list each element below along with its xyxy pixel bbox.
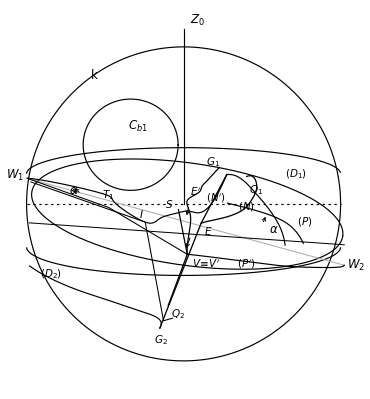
Text: $Z_0$: $Z_0$ (190, 13, 205, 28)
Text: $\alpha$: $\alpha$ (269, 223, 279, 236)
Text: $(N)$: $(N)$ (238, 200, 255, 213)
Text: $E'$: $E'$ (190, 185, 201, 198)
Text: $(P')$: $(P')$ (236, 258, 255, 271)
Text: $E$: $E$ (204, 225, 213, 237)
Text: $(D_2)$: $(D_2)$ (40, 268, 63, 281)
Text: $W_2$: $W_2$ (347, 258, 365, 273)
Text: $\alpha$: $\alpha$ (68, 184, 78, 197)
Text: $(P)$: $(P)$ (297, 215, 312, 228)
Text: $I$: $I$ (139, 208, 144, 220)
Text: $Q_1$: $Q_1$ (249, 183, 263, 196)
Text: $V\!\equiv\!V'$: $V\!\equiv\!V'$ (192, 257, 220, 270)
Text: $T_1$: $T_1$ (102, 188, 114, 202)
Text: $Q_2$: $Q_2$ (171, 307, 185, 321)
Text: $(D_1)$: $(D_1)$ (285, 168, 307, 182)
Text: $S$: $S$ (165, 198, 174, 210)
Text: $G_2$: $G_2$ (154, 334, 168, 347)
Text: $C_{b1}$: $C_{b1}$ (128, 119, 148, 134)
Text: k: k (91, 69, 98, 82)
Text: $G_1$: $G_1$ (206, 155, 220, 169)
Text: $W_1$: $W_1$ (6, 168, 24, 183)
Text: $(N')$: $(N')$ (206, 192, 226, 205)
